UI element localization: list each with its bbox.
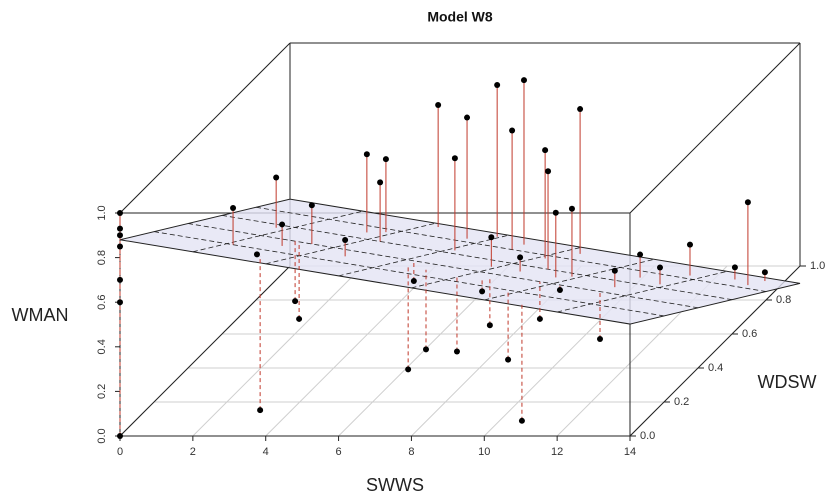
data-point [292, 298, 299, 305]
plane-grid [557, 270, 728, 313]
data-point [637, 251, 644, 258]
data-point [117, 232, 123, 239]
y-tick-label: 0.0 [640, 430, 655, 442]
data-point [536, 315, 543, 322]
box-edge [629, 42, 801, 214]
y-tick-label: 0.4 [708, 362, 723, 374]
data-point [117, 276, 123, 283]
grid-line [265, 265, 437, 437]
data-point [117, 210, 123, 216]
data-point [552, 209, 559, 216]
plane-grid [338, 234, 509, 277]
data-point [517, 254, 524, 261]
data-point [363, 151, 370, 158]
x-tick-label: 14 [624, 446, 636, 458]
data-point [308, 202, 315, 209]
data-point [486, 322, 493, 329]
data-point [577, 106, 584, 113]
data-point [494, 81, 501, 88]
y-axis-label: WDSW [758, 372, 817, 392]
plane-grid [192, 210, 363, 253]
plane-grid [255, 206, 767, 292]
grid-line [192, 265, 364, 437]
x-tick-label: 10 [478, 446, 490, 458]
data-point [405, 366, 412, 373]
z-tick-label: 0.2 [96, 384, 108, 399]
x-axis-label: SWWS [366, 475, 424, 495]
data-point [117, 243, 123, 250]
data-point [257, 407, 264, 414]
regression-plane [119, 198, 801, 325]
data-point [686, 241, 693, 248]
data-point [568, 205, 575, 212]
data-point [656, 264, 663, 271]
x-tick-label: 12 [551, 446, 563, 458]
data-point [731, 264, 738, 271]
plane-grid [187, 223, 699, 309]
data-point [542, 147, 549, 154]
z-tick-label: 0.4 [96, 339, 108, 354]
data-point [117, 225, 123, 232]
y-tick-label: 0.2 [674, 396, 689, 408]
data-point [453, 348, 460, 355]
z-axis-label: WMAN [12, 305, 69, 325]
z-tick-label: 0.6 [96, 295, 108, 310]
data-point [761, 269, 768, 276]
data-point [253, 251, 260, 258]
plane-grid [221, 214, 733, 301]
plane-grid [265, 222, 436, 265]
data-point [505, 356, 512, 363]
plane-grid [153, 231, 665, 317]
data-point [479, 288, 486, 295]
x-tick-label: 2 [190, 446, 196, 458]
z-tick-label: 0.8 [96, 250, 108, 265]
data-point [377, 179, 384, 186]
z-tick-label: 0.0 [96, 428, 108, 443]
data-point [488, 234, 495, 241]
data-point [382, 156, 389, 163]
data-point [451, 155, 458, 162]
x-tick-label: 0 [117, 446, 123, 458]
data-point [518, 417, 525, 424]
y-tick-label: 0.6 [742, 328, 757, 340]
data-point [230, 204, 237, 211]
data-point [597, 336, 604, 343]
data-point [296, 315, 303, 322]
plane-grid [411, 246, 582, 289]
data-point [279, 221, 286, 228]
box-edge [629, 265, 801, 437]
x-tick-label: 4 [263, 446, 269, 458]
data-point [342, 237, 349, 244]
data-point [273, 174, 280, 181]
z-tick-label: 1.0 [96, 205, 108, 220]
data-point [509, 127, 516, 134]
data-point [410, 278, 417, 285]
box-edge [119, 42, 291, 214]
chart-title: Model W8 [427, 9, 493, 25]
y-tick-label: 0.8 [776, 294, 791, 306]
data-point [117, 433, 123, 439]
data-point [464, 114, 471, 121]
plane-grid [484, 258, 655, 301]
box-edge [119, 265, 291, 437]
x-tick-label: 8 [408, 446, 414, 458]
data-point [611, 267, 618, 274]
y-tick-label: 1.0 [810, 260, 825, 272]
data-point [423, 346, 429, 353]
x-tick-label: 6 [336, 446, 342, 458]
data-point [435, 102, 442, 109]
data-point [556, 286, 563, 293]
data-point [520, 77, 527, 84]
data-point [744, 199, 751, 206]
data-point [117, 299, 123, 306]
data-point [545, 168, 552, 175]
